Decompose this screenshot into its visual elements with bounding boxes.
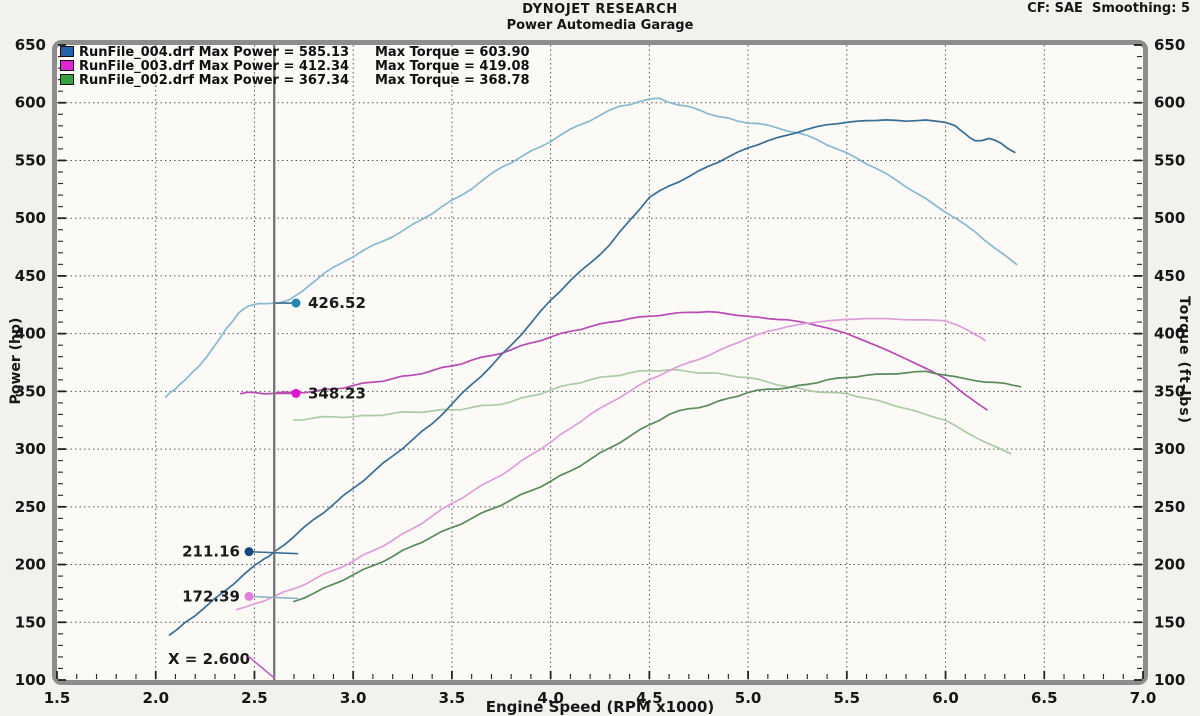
y-left-tick-label: 400 bbox=[15, 325, 46, 343]
readout-dot bbox=[244, 591, 254, 601]
y-right-tick-label: 250 bbox=[1154, 498, 1185, 516]
x-tick-label: 6.0 bbox=[932, 689, 959, 707]
y-left-tick-label: 200 bbox=[15, 556, 46, 574]
y-left-tick-label: 450 bbox=[15, 267, 46, 285]
page-subtitle: Power Automedia Garage bbox=[506, 18, 694, 33]
curve-torque_003 bbox=[239, 310, 988, 411]
x-tick-label: 4.0 bbox=[537, 689, 564, 707]
y-right-tick-label: 550 bbox=[1154, 151, 1185, 169]
y-right-tick-label: 300 bbox=[1154, 440, 1185, 458]
x-tick-label: 2.0 bbox=[142, 689, 169, 707]
x-tick-label: 6.5 bbox=[1031, 689, 1058, 707]
cursor-x-label: X = 2.600 bbox=[168, 650, 250, 668]
axis-frame bbox=[52, 40, 1148, 685]
x-tick-label: 3.0 bbox=[340, 689, 367, 707]
y-right-tick-label: 450 bbox=[1154, 267, 1185, 285]
cursor-x-leader bbox=[247, 655, 275, 679]
y-left-axis-label: Power (hp) bbox=[8, 317, 24, 405]
y-right-axis-label: Torque (ft-lbs) bbox=[1176, 295, 1192, 425]
legend-max-torque: Max Torque = 419.08 bbox=[375, 59, 530, 74]
legend-file-max-power: RunFile_002.drf Max Power = 367.34 bbox=[79, 73, 350, 88]
legend-row: RunFile_004.drf Max Power = 585.13 Max To… bbox=[0, 45, 900, 60]
legend-file-max-power: RunFile_004.drf Max Power = 585.13 bbox=[79, 45, 350, 60]
readout-value: 426.52 bbox=[308, 294, 366, 312]
readout-dot bbox=[244, 547, 254, 557]
y-right-tick-label: 400 bbox=[1154, 325, 1185, 343]
y-left-tick-label: 250 bbox=[15, 498, 46, 516]
y-right-tick-label: 100 bbox=[1154, 671, 1185, 689]
legend-max-torque: Max Torque = 368.78 bbox=[375, 73, 530, 88]
y-right-tick-label: 500 bbox=[1154, 209, 1185, 227]
readout-value: 172.39 bbox=[182, 587, 240, 605]
curve-power_002 bbox=[293, 370, 1022, 603]
legend-swatch bbox=[60, 74, 74, 85]
curve-torque_004 bbox=[164, 97, 1018, 398]
y-right-tick-label: 150 bbox=[1154, 613, 1185, 631]
correction-smoothing-label: CF: SAE Smoothing: 5 bbox=[1027, 1, 1190, 16]
x-tick-label: 5.0 bbox=[735, 689, 762, 707]
x-axis-label: Engine Speed (RPM x1000) bbox=[485, 698, 715, 716]
readout-dot bbox=[291, 388, 301, 398]
title-block: DYNOJET RESEARCH Power Automedia Garage bbox=[0, 2, 1200, 33]
y-left-tick-label: 500 bbox=[15, 209, 46, 227]
x-tick-label: 5.5 bbox=[834, 689, 861, 707]
readout-leader bbox=[248, 550, 299, 555]
plot-area bbox=[57, 45, 1143, 680]
curve-power_003 bbox=[235, 317, 986, 611]
y-left-tick-label: 350 bbox=[15, 382, 46, 400]
x-tick-label: 7.0 bbox=[1130, 689, 1157, 707]
legend-max-torque: Max Torque = 603.90 bbox=[375, 45, 530, 60]
y-left-tick-label: 150 bbox=[15, 613, 46, 631]
x-tick-label: 4.5 bbox=[636, 689, 663, 707]
y-right-tick-label: 200 bbox=[1154, 556, 1185, 574]
legend-swatch bbox=[60, 46, 74, 57]
curve-power_004 bbox=[168, 119, 1016, 636]
y-left-tick-label: 100 bbox=[15, 671, 46, 689]
x-tick-label: 3.5 bbox=[439, 689, 466, 707]
legend-row: RunFile_002.drf Max Power = 367.34 Max To… bbox=[0, 73, 900, 88]
readout-value: 348.23 bbox=[308, 384, 366, 402]
y-left-tick-label: 550 bbox=[15, 151, 46, 169]
readout-dot bbox=[291, 298, 301, 308]
y-right-tick-label: 600 bbox=[1154, 94, 1185, 112]
brand-title: DYNOJET RESEARCH bbox=[522, 2, 678, 17]
y-left-tick-label: 600 bbox=[15, 94, 46, 112]
x-tick-label: 2.5 bbox=[241, 689, 268, 707]
readout-value: 211.16 bbox=[182, 543, 240, 561]
y-left-tick-label: 650 bbox=[15, 36, 46, 54]
y-right-tick-label: 350 bbox=[1154, 382, 1185, 400]
curve-torque_002 bbox=[293, 368, 1012, 455]
x-tick-label: 1.5 bbox=[44, 689, 71, 707]
legend-swatch bbox=[60, 60, 74, 71]
y-right-tick-label: 650 bbox=[1154, 36, 1185, 54]
y-left-tick-label: 300 bbox=[15, 440, 46, 458]
readout-leader bbox=[248, 595, 299, 600]
legend-row: RunFile_003.drf Max Power = 412.34 Max To… bbox=[0, 59, 900, 74]
legend-file-max-power: RunFile_003.drf Max Power = 412.34 bbox=[79, 59, 350, 74]
